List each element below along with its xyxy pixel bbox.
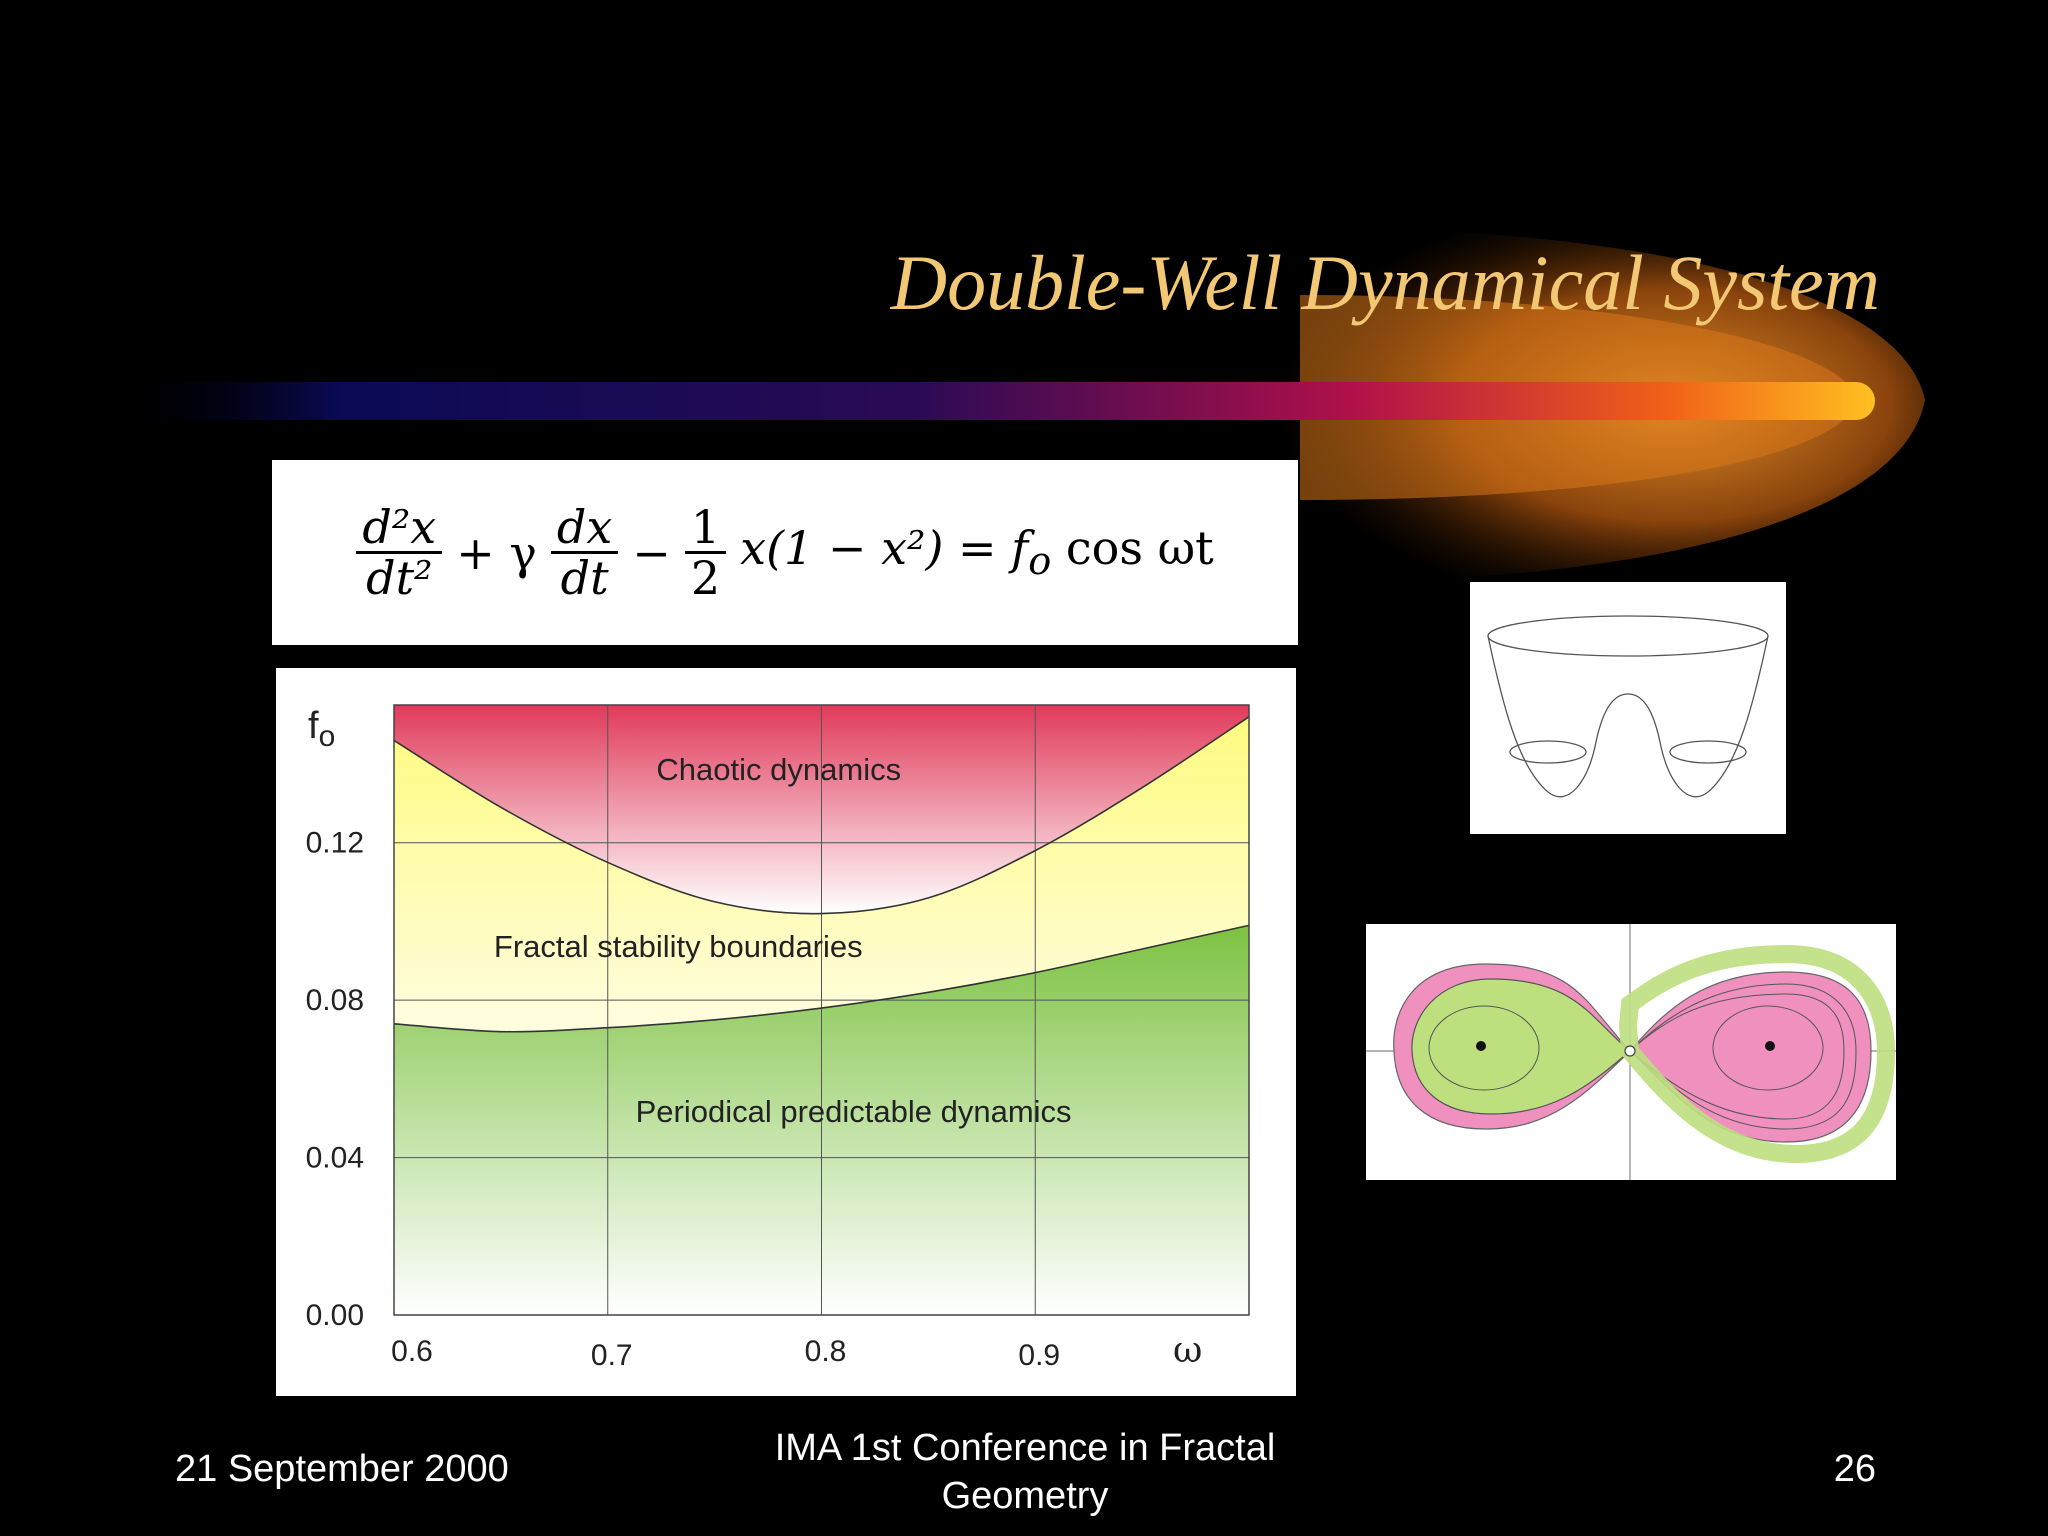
footer-conference: IMA 1st Conference in Fractal Geometry (774, 1427, 1276, 1517)
equation-panel: d²x dt² + γ dx dt − 1 2 x(1 − x²) = fo c… (272, 460, 1298, 645)
fraction-numerator: d²x (356, 502, 443, 554)
half-fraction: 1 2 (684, 502, 727, 605)
equation-operator: + γ (456, 525, 537, 580)
fraction-numerator: 1 (684, 502, 727, 554)
y-tick-label: 0.00 (306, 1299, 364, 1332)
slide-title: Double-Well Dynamical System (890, 239, 1880, 326)
x-tick-label: 0.9 (1018, 1339, 1060, 1372)
y-axis-label-main: f (308, 705, 319, 747)
grid-lines (394, 705, 1249, 1315)
chart-panel: 0.6 0.7 0.8 0.9 0.12 0.08 0.04 0.00 Chaotic dyn… (276, 668, 1296, 1396)
region-label: Periodical predictable dynamics (636, 1094, 1072, 1129)
double-well-potential-icon (1487, 615, 1769, 798)
fraction-denominator: dt (560, 551, 609, 605)
equation-body: x(1 − x²) = f (740, 520, 1029, 575)
stability-region-chart: 0.6 0.7 0.8 0.9 0.12 0.08 0.04 0.00 Chaotic dyn… (306, 704, 1250, 1372)
fraction-denominator: 2 (690, 551, 721, 605)
equation-operator: − (632, 525, 671, 580)
x-tick-label: 0.7 (591, 1339, 633, 1372)
y-axis-label-sub: o (319, 720, 336, 753)
phase-portrait-inset (1366, 924, 1896, 1180)
fraction-numerator: dx (550, 502, 619, 554)
second-derivative-fraction: d²x dt² (356, 502, 443, 605)
y-tick-label: 0.04 (306, 1142, 364, 1175)
footer-page-number: 26 (1833, 1448, 1876, 1490)
footer-date: 21 September 2000 (175, 1448, 509, 1490)
region-label: Fractal stability boundaries (494, 929, 863, 964)
stability-loss-curve (393, 924, 1250, 1033)
equation-subscript: o (1028, 539, 1052, 585)
title-swoosh-decoration (130, 228, 1925, 582)
plot-frame (393, 704, 1250, 1316)
x-tick-label: 0.6 (391, 1335, 433, 1368)
chaos-onset-curve (393, 716, 1250, 915)
fraction-denominator: dt² (366, 551, 433, 605)
double-well-potential-inset (1470, 582, 1786, 834)
equation-tail: cos ωt (1051, 520, 1214, 575)
x-tick-label: 0.8 (805, 1335, 847, 1368)
tick-labels: 0.6 0.7 0.8 0.9 0.12 0.08 0.04 0.00 (306, 827, 1061, 1372)
y-axis-label: fo (308, 705, 335, 753)
equation-rest: x(1 − x²) = fo cos ωt (740, 521, 1213, 584)
y-tick-label: 0.08 (306, 984, 364, 1017)
x-axis-label: ω (1173, 1330, 1202, 1371)
region-label: Chaotic dynamics (656, 752, 901, 787)
region-labels: Chaotic dynamics Fractal stability bounda… (494, 752, 1072, 1129)
first-derivative-fraction: dx dt (550, 502, 619, 605)
phase-portrait-icon (1366, 924, 1896, 1180)
y-tick-label: 0.12 (306, 827, 364, 860)
double-well-equation: d²x dt² + γ dx dt − 1 2 x(1 − x²) = fo c… (272, 460, 1298, 645)
